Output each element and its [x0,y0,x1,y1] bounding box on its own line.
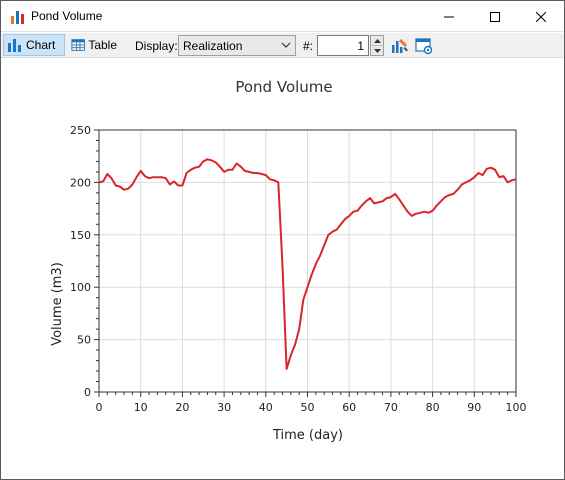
table-view-button[interactable]: Table [68,34,120,56]
display-select-value: Realization [183,39,243,53]
y-tick-label: 50 [77,334,91,347]
table-view-label: Table [88,38,117,52]
y-axis-label: Volume (m3) [50,262,65,346]
x-tick-label: 40 [259,401,273,414]
display-label: Display: [135,39,178,53]
x-tick-label: 30 [217,401,231,414]
x-tick-label: 50 [301,401,315,414]
realization-number-input[interactable]: 1 [317,35,369,56]
chart-view-button[interactable]: Chart [3,34,65,56]
spin-up-button[interactable] [371,36,383,46]
toolbar: Chart Table Display: Realization #: 1 [1,33,564,58]
x-tick-label: 10 [134,401,148,414]
spin-down-button[interactable] [371,46,383,56]
chart-view-label: Chart [26,38,56,52]
y-tick-label: 200 [70,176,91,189]
y-tick-label: 250 [70,124,91,137]
y-tick-label: 100 [70,281,91,294]
minimize-button[interactable] [426,1,472,32]
close-icon [536,11,546,22]
y-tick-label: 150 [70,229,91,242]
x-tick-label: 70 [384,401,398,414]
series-line [98,158,517,370]
x-axis-label: Time (day) [272,428,343,443]
x-tick-label: 90 [467,401,481,414]
x-tick-label: 20 [175,401,189,414]
chart-area: Pond Volume 0 10 20 30 40 50 60 70 80 90 100 0 50 100… [1,59,564,479]
caret-up-icon [373,38,381,43]
x-tick-label: 60 [342,401,356,414]
window-title: Pond Volume [31,9,103,23]
window-settings-icon[interactable] [415,37,433,55]
title-bar[interactable]: Pond Volume [1,1,564,32]
realization-number-value: 1 [357,39,364,53]
bar-chart-icon [8,39,21,52]
maximize-icon [490,11,500,22]
close-button[interactable] [518,1,564,32]
grid [98,129,517,393]
chevron-down-icon [281,42,291,48]
realization-number-label: #: [303,39,314,53]
minimize-icon [444,16,454,17]
x-tick-label: 100 [506,401,527,414]
x-tick-label: 80 [426,401,440,414]
display-select[interactable]: Realization [178,35,296,56]
series-layer [98,158,517,370]
pond-volume-chart: Pond Volume 0 10 20 30 40 50 60 70 80 90 100 0 50 100… [50,78,527,443]
maximize-button[interactable] [472,1,518,32]
table-icon [71,39,85,51]
bar-chart-icon [11,11,24,24]
x-tick-label: 0 [96,401,103,414]
chart-title: Pond Volume [235,78,332,96]
axis-ticks: 0 10 20 30 40 50 60 70 80 90 100 0 50 100 150 200 250 [70,124,527,414]
caret-down-icon [373,49,381,53]
chart-properties-icon[interactable] [391,37,409,55]
realization-spinner [370,35,384,56]
y-tick-label: 0 [84,386,91,399]
